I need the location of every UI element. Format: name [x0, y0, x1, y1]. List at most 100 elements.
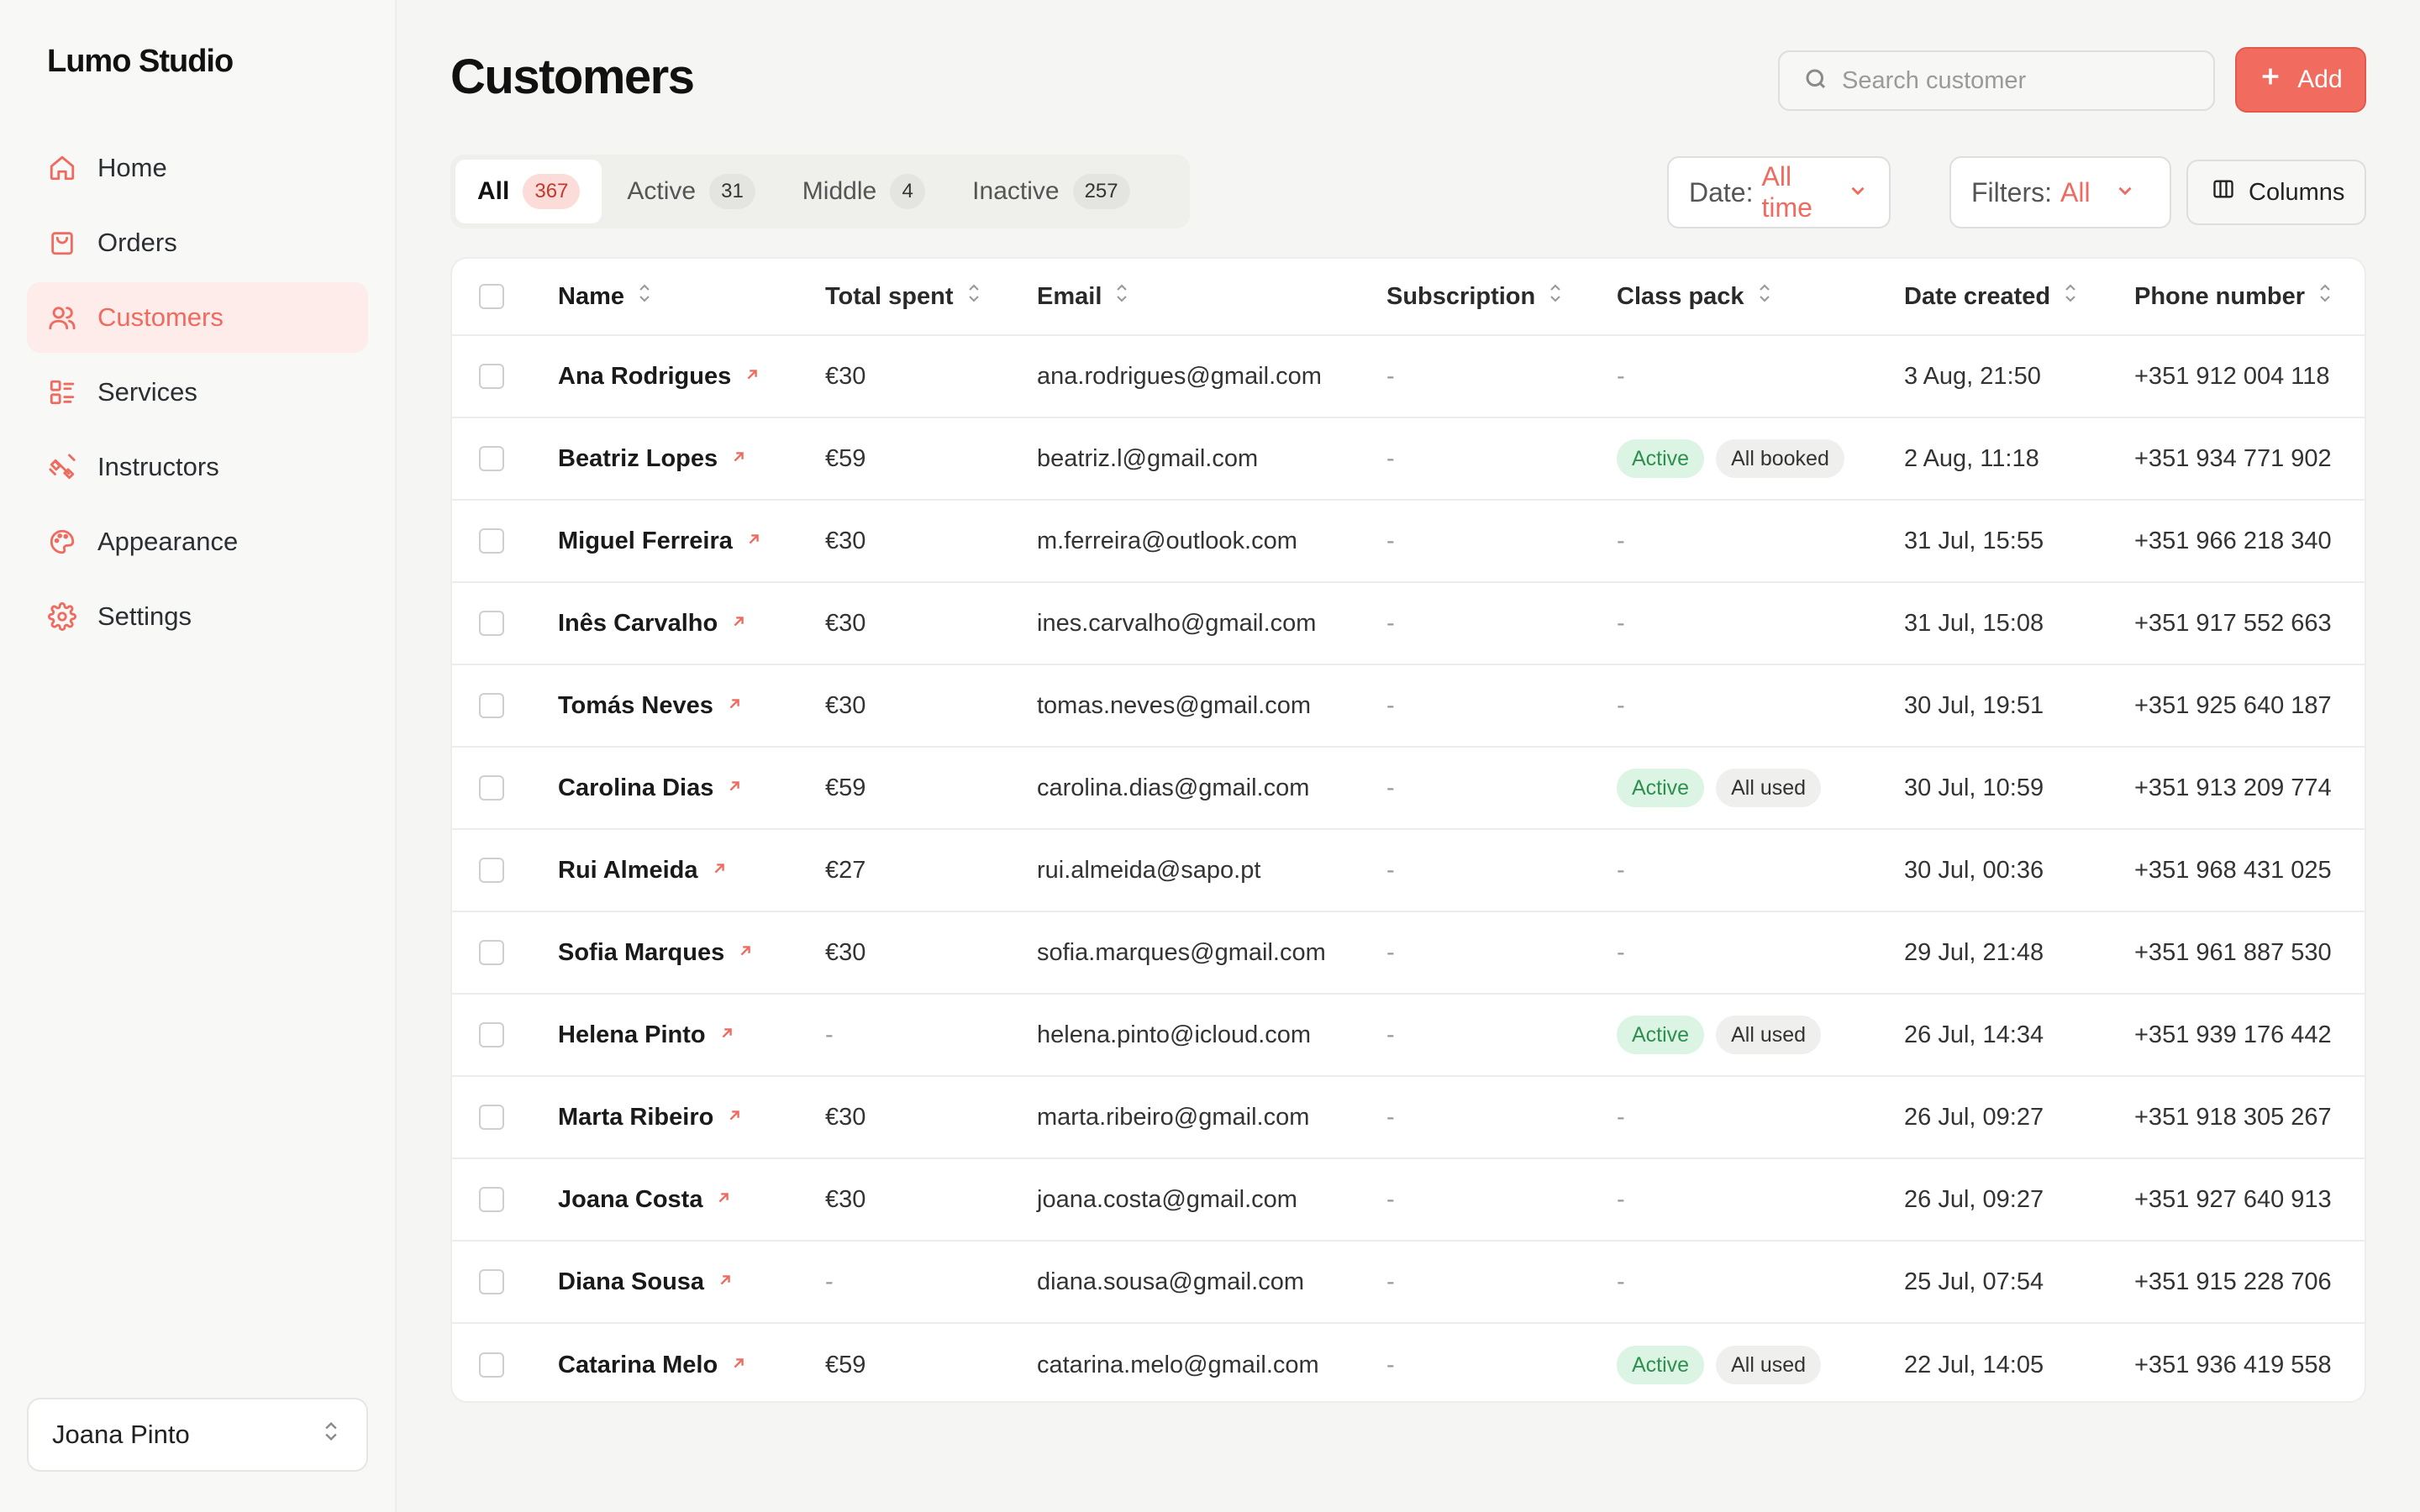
row-checkbox[interactable] — [479, 858, 504, 883]
date-created: 2 Aug, 11:18 — [1904, 444, 2039, 472]
tab-active[interactable]: Active 31 — [605, 160, 776, 223]
table-row[interactable]: Catarina Melo €59 catarina.melo@gmail.com -… — [452, 1324, 2365, 1401]
row-checkbox[interactable] — [479, 1269, 504, 1294]
external-link-icon[interactable] — [706, 1021, 736, 1049]
column-header-total-spent[interactable]: Total spent — [825, 259, 982, 334]
row-checkbox[interactable] — [479, 611, 504, 636]
sidebar-item-settings[interactable]: Settings — [27, 581, 368, 652]
customer-name: Diana Sousa — [558, 1268, 705, 1295]
row-checkbox[interactable] — [479, 693, 504, 718]
external-link-icon[interactable] — [698, 857, 729, 885]
external-link-icon[interactable] — [731, 363, 761, 391]
row-checkbox[interactable] — [479, 446, 504, 471]
filters-dropdown[interactable]: Filters: All — [1949, 156, 2171, 228]
external-link-icon[interactable] — [724, 939, 755, 967]
sidebar-item-services[interactable]: Services — [27, 357, 368, 428]
search-box[interactable] — [1778, 50, 2215, 111]
customer-name-cell[interactable]: Rui Almeida — [558, 830, 729, 911]
table-row[interactable]: Ana Rodrigues €30 ana.rodrigues@gmail.com -… — [452, 336, 2365, 418]
customer-name-cell[interactable]: Carolina Dias — [558, 748, 744, 828]
date-filter-dropdown[interactable]: Date: All time — [1667, 156, 1891, 228]
column-header-subscription[interactable]: Subscription — [1386, 259, 1564, 334]
sidebar-item-orders[interactable]: Orders — [27, 207, 368, 278]
row-checkbox[interactable] — [479, 1352, 504, 1378]
email-cell: joana.costa@gmail.com — [1037, 1159, 1297, 1240]
total-spent: €59 — [825, 774, 866, 801]
customer-name-cell[interactable]: Tomás Neves — [558, 665, 744, 746]
subscription-value: - — [1386, 1103, 1395, 1131]
row-select-cell — [479, 1077, 504, 1158]
table-row[interactable]: Marta Ribeiro €30 marta.ribeiro@gmail.com -… — [452, 1077, 2365, 1159]
select-all-checkbox[interactable] — [479, 284, 504, 309]
external-link-icon[interactable] — [704, 1268, 734, 1296]
customer-name-cell[interactable]: Helena Pinto — [558, 995, 736, 1075]
user-switcher[interactable]: Joana Pinto — [27, 1398, 368, 1472]
table-row[interactable]: Sofia Marques €30 sofia.marques@gmail.com -… — [452, 912, 2365, 995]
brand-logo[interactable]: Lumo Studio — [47, 44, 234, 79]
date-created-cell: 2 Aug, 11:18 — [1904, 418, 2039, 499]
column-header-phone-number[interactable]: Phone number — [2134, 259, 2333, 334]
sidebar-item-label: Instructors — [97, 452, 219, 481]
row-checkbox[interactable] — [479, 775, 504, 801]
customer-name-cell[interactable]: Miguel Ferreira — [558, 501, 763, 581]
customer-name-cell[interactable]: Inês Carvalho — [558, 583, 748, 664]
sidebar-item-customers[interactable]: Customers — [27, 282, 368, 353]
total-spent-cell: €30 — [825, 501, 865, 581]
sidebar-item-instructors[interactable]: Instructors — [27, 432, 368, 502]
tab-inactive[interactable]: Inactive 257 — [950, 160, 1151, 223]
customer-name-cell[interactable]: Beatriz Lopes — [558, 418, 748, 499]
table-row[interactable]: Inês Carvalho €30 ines.carvalho@gmail.com -… — [452, 583, 2365, 665]
external-link-icon[interactable] — [733, 528, 763, 555]
row-checkbox[interactable] — [479, 1187, 504, 1212]
search-input[interactable] — [1842, 66, 2195, 95]
date-created-cell: 26 Jul, 09:27 — [1904, 1077, 2044, 1158]
table-row[interactable]: Rui Almeida €27 rui.almeida@sapo.pt - - 30 Ju… — [452, 830, 2365, 912]
table-row[interactable]: Diana Sousa - diana.sousa@gmail.com - - 25 Ju… — [452, 1242, 2365, 1324]
sidebar-item-appearance[interactable]: Appearance — [27, 507, 368, 577]
external-link-icon[interactable] — [718, 1352, 748, 1379]
total-spent: - — [825, 1021, 834, 1048]
customer-name-cell[interactable]: Catarina Melo — [558, 1324, 748, 1401]
tab-all[interactable]: All 367 — [455, 160, 602, 223]
column-header-email[interactable]: Email — [1037, 259, 1130, 334]
tab-middle[interactable]: Middle 4 — [781, 160, 947, 223]
external-link-icon[interactable] — [718, 610, 748, 638]
phone-number: +351 966 218 340 — [2134, 527, 2332, 554]
customers-table: Name Total spent Email Subscription Clas… — [450, 257, 2366, 1403]
column-header-name[interactable]: Name — [558, 259, 653, 334]
row-checkbox[interactable] — [479, 528, 504, 554]
add-customer-button[interactable]: Add — [2235, 47, 2366, 113]
customer-name-cell[interactable]: Joana Costa — [558, 1159, 733, 1240]
customer-name-cell[interactable]: Sofia Marques — [558, 912, 755, 993]
external-link-icon[interactable] — [713, 1104, 744, 1131]
customer-name-cell[interactable]: Diana Sousa — [558, 1242, 734, 1322]
row-checkbox[interactable] — [479, 1105, 504, 1130]
row-checkbox[interactable] — [479, 940, 504, 965]
plus-icon — [2259, 65, 2297, 95]
table-row[interactable]: Carolina Dias €59 carolina.dias@gmail.com -… — [452, 748, 2365, 830]
column-header-date-created[interactable]: Date created — [1904, 259, 2079, 334]
class-pack-value: - — [1617, 609, 1625, 637]
customer-name-cell[interactable]: Marta Ribeiro — [558, 1077, 744, 1158]
external-link-icon[interactable] — [702, 1186, 733, 1214]
table-row[interactable]: Tomás Neves €30 tomas.neves@gmail.com - - 30 … — [452, 665, 2365, 748]
external-link-icon[interactable] — [718, 445, 748, 473]
external-link-icon[interactable] — [713, 692, 744, 720]
subscription-value: - — [1386, 362, 1395, 390]
row-checkbox[interactable] — [479, 1022, 504, 1047]
columns-button[interactable]: Columns — [2186, 160, 2366, 225]
sidebar-item-home[interactable]: Home — [27, 133, 368, 203]
phone-number: +351 934 771 902 — [2134, 444, 2332, 472]
phone-number: +351 968 431 025 — [2134, 856, 2332, 884]
customer-name-cell[interactable]: Ana Rodrigues — [558, 336, 761, 417]
table-row[interactable]: Miguel Ferreira €30 m.ferreira@outlook.com… — [452, 501, 2365, 583]
row-checkbox[interactable] — [479, 364, 504, 389]
external-link-icon[interactable] — [713, 774, 744, 802]
customer-name: Miguel Ferreira — [558, 527, 733, 554]
column-header-class-pack[interactable]: Class pack — [1617, 259, 1773, 334]
table-row[interactable]: Beatriz Lopes €59 beatriz.l@gmail.com - Acti… — [452, 418, 2365, 501]
date-created-cell: 3 Aug, 21:50 — [1904, 336, 2041, 417]
table-row[interactable]: Joana Costa €30 joana.costa@gmail.com - - 26 … — [452, 1159, 2365, 1242]
table-row[interactable]: Helena Pinto - helena.pinto@icloud.com - Act… — [452, 995, 2365, 1077]
email-cell: helena.pinto@icloud.com — [1037, 995, 1311, 1075]
